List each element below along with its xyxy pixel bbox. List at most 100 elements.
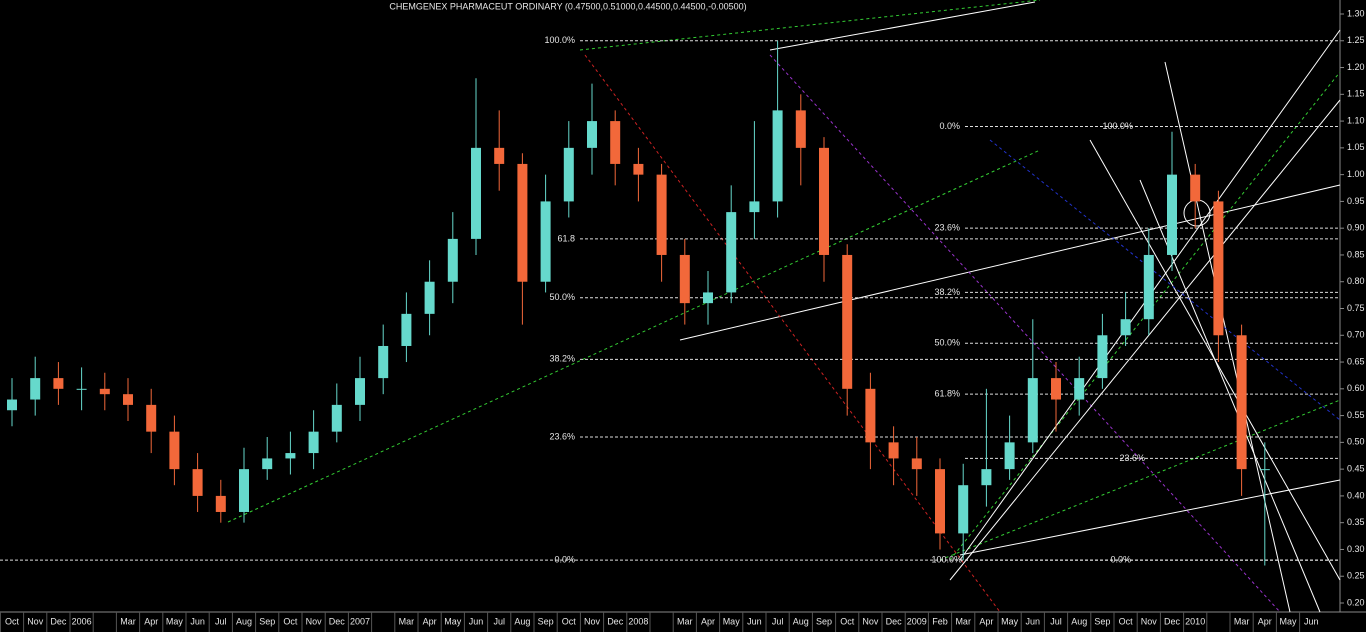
x-tick-label: Oct [840, 616, 855, 626]
x-tick-label: Mar [399, 616, 415, 626]
fib-label: 50.0% [549, 292, 575, 302]
fib-label: 61.8% [934, 389, 960, 399]
candle-body [749, 201, 760, 213]
x-tick-label: Feb [932, 616, 948, 626]
trend-line [584, 54, 1001, 613]
x-tick-label: Apr [144, 616, 158, 626]
x-tick-label: Mar [955, 616, 971, 626]
x-tick-label: Aug [793, 616, 809, 626]
x-tick-label: Nov [1141, 616, 1158, 626]
candle-body [99, 388, 110, 395]
x-tick-label: 2010 [1185, 616, 1205, 626]
y-tick-label: 0.55 [1347, 410, 1365, 420]
x-tick-label: Dec [1164, 616, 1181, 626]
x-tick-label: Aug [1071, 616, 1087, 626]
candle-body [517, 163, 528, 282]
y-tick-label: 1.00 [1347, 169, 1365, 179]
candle-body [958, 485, 969, 534]
candle-body [981, 469, 992, 486]
candle-body [7, 399, 17, 411]
candle-body [471, 147, 481, 239]
y-tick-label: 0.90 [1347, 223, 1365, 233]
candle-body [1097, 335, 1108, 379]
x-tick-label: Mar [1234, 616, 1250, 626]
y-tick-label: 0.30 [1347, 544, 1365, 554]
x-tick-label: Nov [584, 616, 601, 626]
y-tick-label: 0.45 [1347, 464, 1365, 474]
x-tick-label: Dec [607, 616, 624, 626]
x-tick-label: Dec [329, 616, 346, 626]
x-tick-label: Oct [562, 616, 577, 626]
x-tick-label: Nov [862, 616, 879, 626]
y-tick-label: 0.50 [1347, 437, 1365, 447]
candle-body [123, 394, 133, 405]
x-tick-label: Nov [306, 616, 323, 626]
fib-label: 23.6% [1119, 453, 1145, 463]
fib-label: 61.8 [557, 233, 575, 243]
candle-body [842, 254, 853, 389]
candle-body [610, 121, 621, 164]
candle-body [401, 313, 412, 346]
x-tick-label: Nov [27, 616, 44, 626]
x-tick-label: Sep [816, 616, 832, 626]
candle-body [1259, 469, 1270, 471]
candle-body [215, 495, 226, 512]
fib-label: 38.2% [934, 287, 960, 297]
x-tick-label: Sep [259, 616, 275, 626]
x-tick-label: Jun [469, 616, 484, 626]
y-tick-label: 1.25 [1347, 35, 1365, 45]
x-tick-label: Oct [1119, 616, 1134, 626]
y-tick-label: 0.70 [1347, 330, 1365, 340]
y-tick-label: 0.20 [1347, 597, 1365, 607]
trend-line [579, 0, 1041, 51]
fib-label: 23.6% [549, 431, 575, 441]
x-tick-label: 2006 [72, 616, 92, 626]
x-tick-label: 2008 [628, 616, 648, 626]
x-tick-label: Sep [538, 616, 554, 626]
candle-body [679, 254, 690, 304]
fib-label: 23.6% [934, 223, 960, 233]
x-tick-label: Oct [5, 616, 20, 626]
candle-body [633, 163, 644, 175]
y-tick-label: 0.40 [1347, 490, 1365, 500]
y-tick-label: 1.20 [1347, 62, 1365, 72]
fib-label: 0.0% [939, 121, 960, 131]
x-tick-label: May [444, 616, 462, 626]
trend-line [227, 149, 1041, 523]
chart-title: CHEMGENEX PHARMACEUT ORDINARY (0.47500,0… [389, 1, 746, 11]
candle-body [1027, 378, 1038, 443]
x-tick-label: Aug [514, 616, 530, 626]
y-tick-label: 1.05 [1347, 142, 1365, 152]
candle-body [1143, 254, 1154, 320]
candle-body [587, 121, 597, 148]
fib-label: 100.0% [931, 555, 962, 565]
candle-body [262, 458, 273, 470]
candle-body [355, 378, 365, 405]
fib-label: 100.0% [1102, 121, 1133, 131]
x-tick-label: May [723, 616, 741, 626]
x-tick-label: Jul [1050, 616, 1062, 626]
candle-body [447, 238, 458, 282]
candle-body [656, 174, 667, 255]
candle-body [1120, 319, 1131, 336]
candle-body [285, 453, 296, 459]
candle-body [703, 292, 713, 304]
candle-body [865, 388, 876, 443]
candle-body [331, 404, 342, 432]
fib-label: 100.0% [544, 35, 575, 45]
candle-body [935, 469, 945, 534]
x-tick-label: Aug [236, 616, 252, 626]
candle-body [1213, 201, 1224, 336]
candle-body [169, 431, 180, 470]
y-tick-label: 0.60 [1347, 383, 1365, 393]
x-tick-label: Jun [1026, 616, 1041, 626]
y-tick-label: 0.65 [1347, 356, 1365, 366]
x-tick-label: Mar [677, 616, 693, 626]
trend-line [1164, 61, 1291, 613]
x-tick-label: Jul [772, 616, 784, 626]
candle-body [76, 388, 87, 390]
x-tick-label: Mar [120, 616, 136, 626]
trend-line [959, 479, 1341, 556]
